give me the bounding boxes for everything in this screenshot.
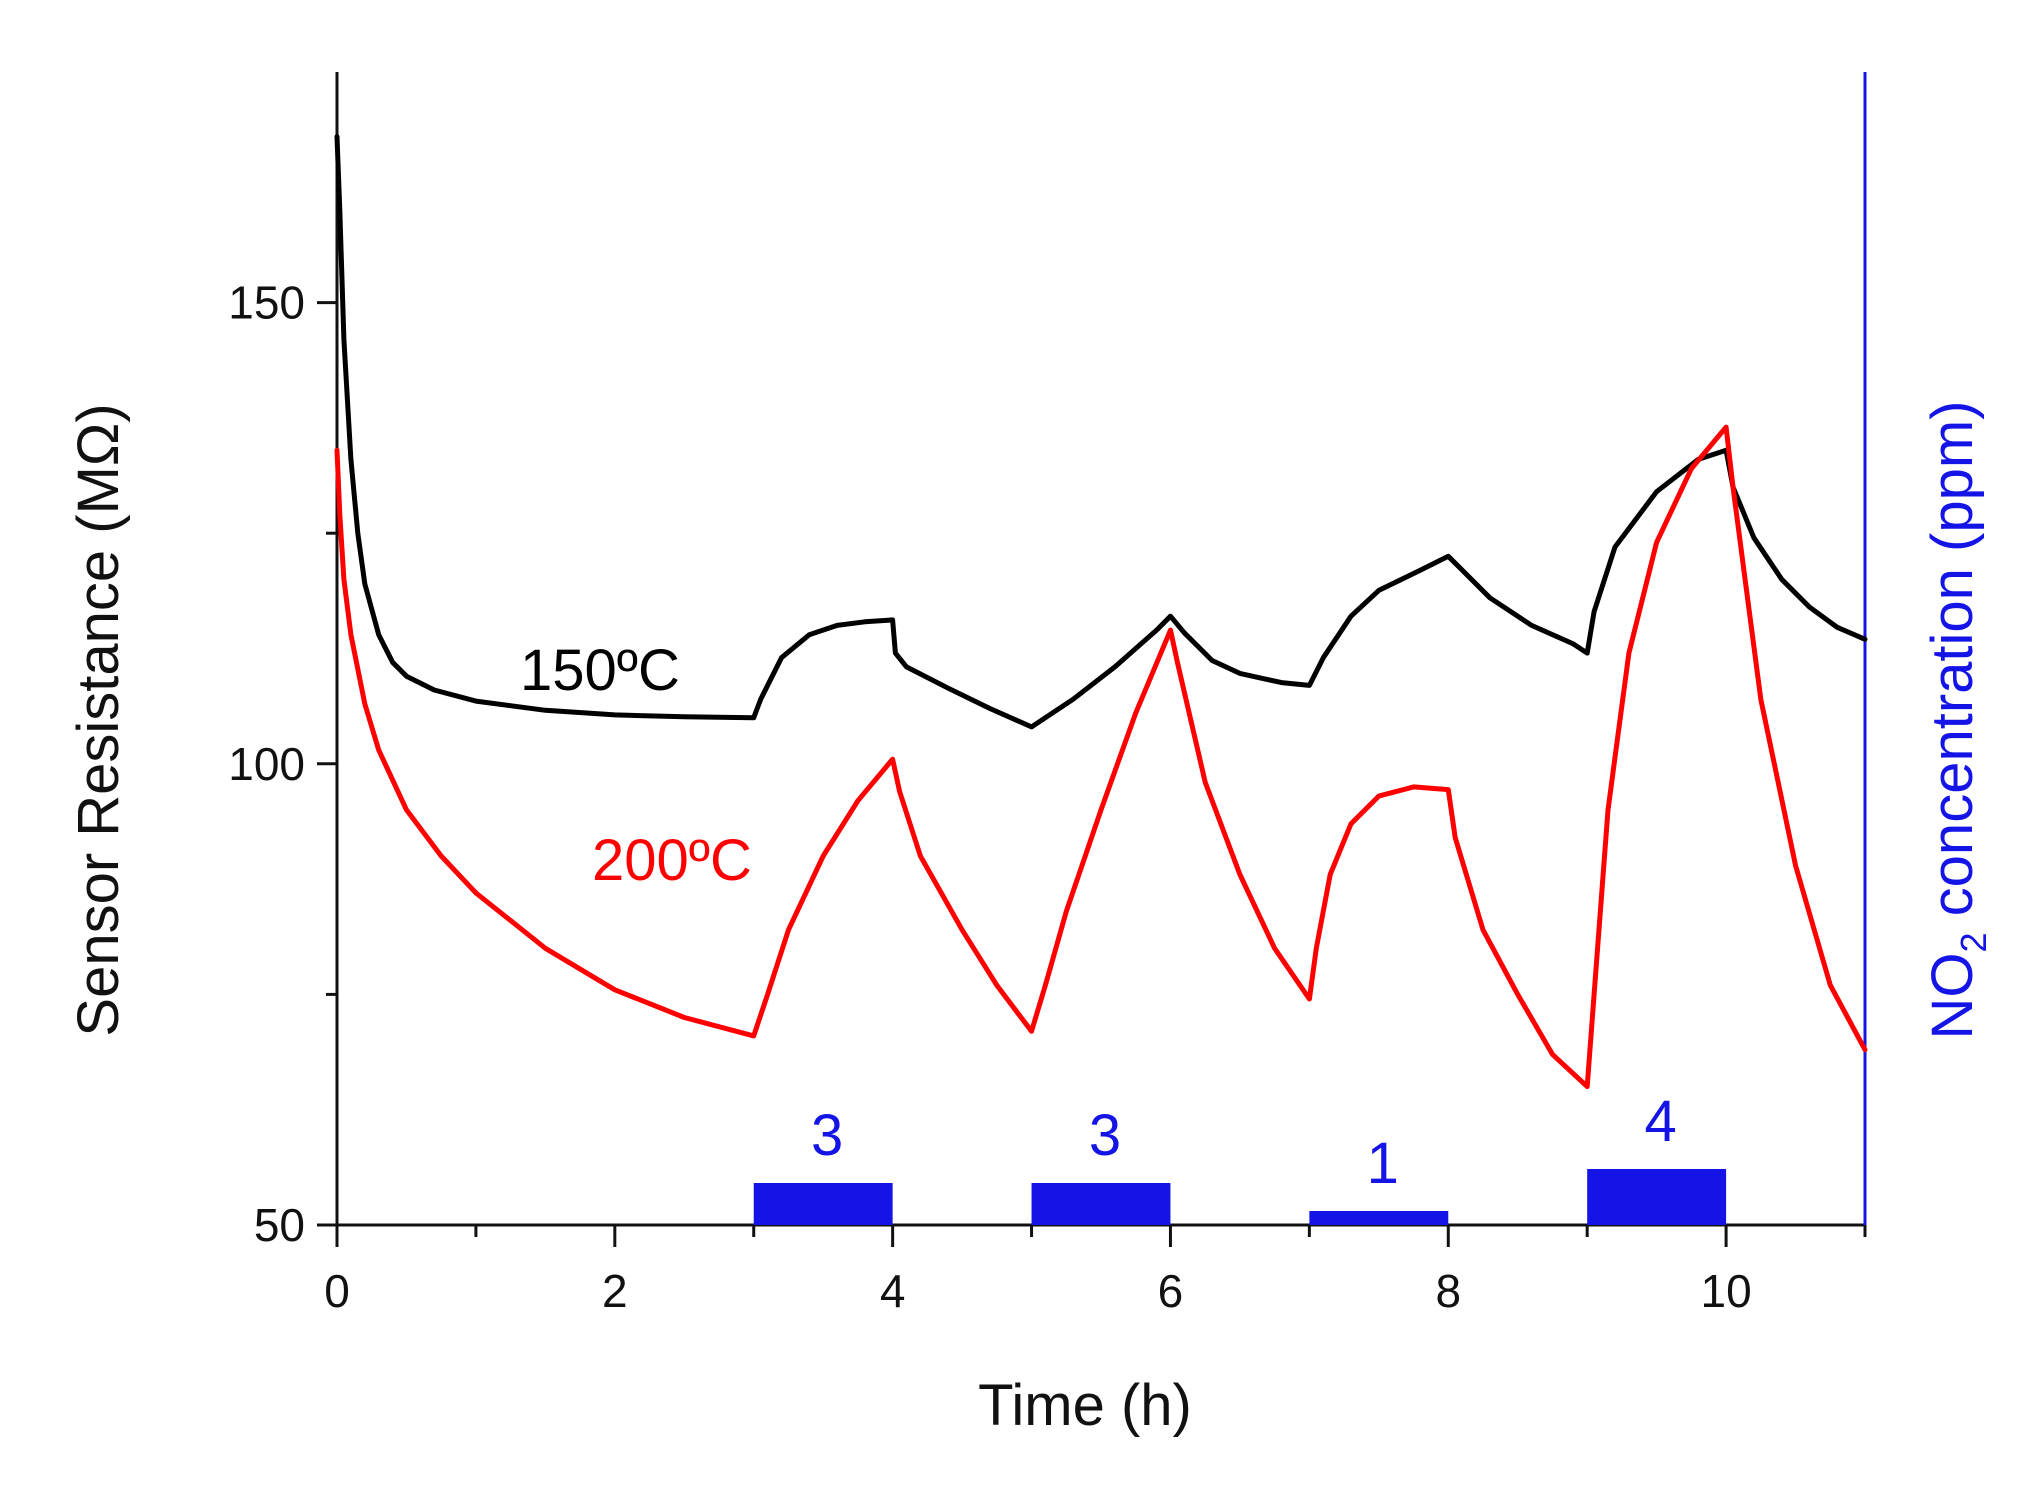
x-tick-label: 10	[1701, 1265, 1752, 1317]
y2-axis-title-prefix: NO	[1920, 952, 1985, 1039]
no2-pulse-bar	[1587, 1169, 1727, 1225]
y-axis-title: Sensor Resistance (MΩ)	[66, 403, 131, 1036]
no2-pulse-bar	[753, 1183, 893, 1225]
x-tick-label: 0	[324, 1265, 350, 1317]
no2-pulse-label: 3	[811, 1103, 843, 1168]
axis-ticks: 0 2 4 6 8 10 50 100 150	[228, 277, 1867, 1317]
series-lines	[334, 134, 1868, 1090]
no2-pulses: 3 3 1 4	[753, 1089, 1727, 1225]
y2-axis-title: NO2 concentration (ppm)	[1920, 401, 1994, 1040]
chart-labels: 150ºC 200ºC	[520, 638, 752, 893]
no2-pulse-bar	[1031, 1183, 1171, 1225]
no2-pulse-label: 4	[1645, 1089, 1677, 1154]
series-line	[334, 134, 1868, 730]
x-tick-label: 2	[602, 1265, 628, 1317]
y-tick-label: 50	[254, 1199, 305, 1251]
x-tick-label: 8	[1435, 1265, 1461, 1317]
no2-pulse-label: 1	[1367, 1131, 1399, 1196]
y2-axis-title-suffix: concentration (ppm)	[1920, 401, 1985, 933]
no2-pulse-label: 3	[1089, 1103, 1121, 1168]
series-label-200: 200ºC	[592, 828, 752, 893]
no2-pulse-bar	[1309, 1211, 1449, 1225]
x-tick-label: 4	[880, 1265, 906, 1317]
y2-axis-title-subscript: 2	[1953, 932, 1994, 952]
x-axis-title: Time (h)	[978, 1373, 1192, 1438]
x-tick-label: 6	[1158, 1265, 1184, 1317]
y-tick-label: 100	[228, 738, 305, 790]
y-tick-label: 150	[228, 277, 305, 329]
series-label-150: 150ºC	[520, 638, 680, 703]
series-line	[334, 424, 1868, 1090]
